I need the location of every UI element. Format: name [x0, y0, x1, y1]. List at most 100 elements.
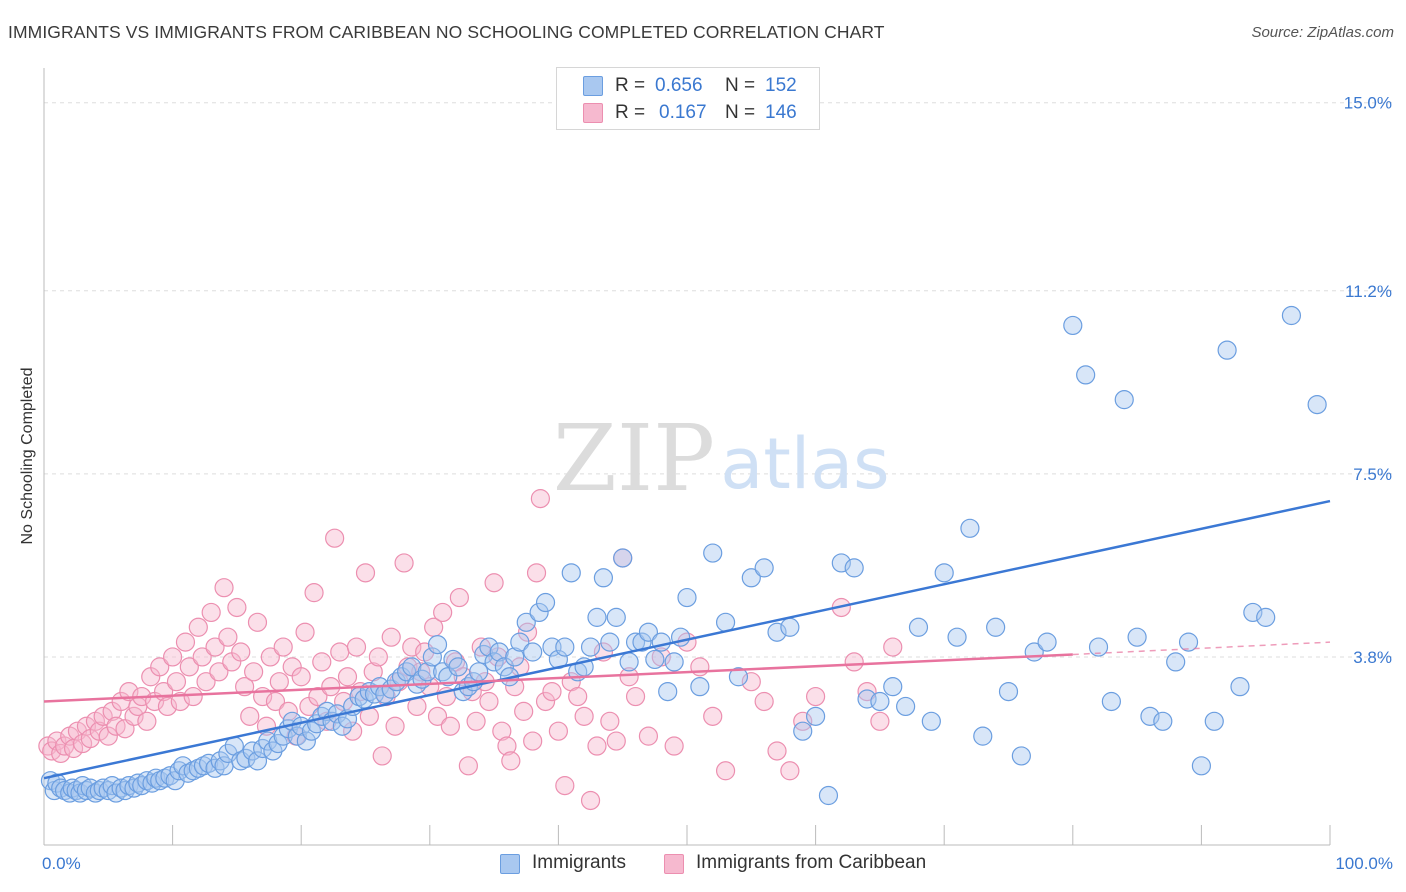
immigrants-point: [1204, 711, 1224, 731]
immigrants-point: [741, 568, 761, 588]
caribbean-point: [372, 746, 392, 766]
caribbean-point: [458, 756, 478, 776]
immigrants-point: [613, 548, 633, 568]
caribbean-point: [321, 677, 341, 697]
immigrants-point: [921, 711, 941, 731]
immigrants-point: [236, 748, 256, 769]
caribbean-point: [93, 706, 113, 726]
caribbean-point: [471, 637, 491, 657]
immigrants-point: [587, 607, 607, 627]
immigrants-point: [844, 558, 864, 578]
caribbean-point: [196, 672, 216, 692]
immigrants-point: [1037, 632, 1057, 652]
immigrants-point: [645, 649, 665, 670]
immigrants-point: [448, 657, 468, 677]
caribbean-point: [205, 637, 225, 657]
y-tick-label: 3.8%: [1353, 648, 1392, 667]
immigrants-point: [1101, 691, 1121, 712]
immigrants-point: [489, 642, 509, 662]
correlation-stats-box: R = 0.656 N = 152 R = 0.167 N = 146: [556, 67, 820, 130]
immigrants-point: [516, 612, 536, 632]
caribbean-point: [124, 706, 144, 726]
caribbean-point: [98, 726, 118, 746]
caribbean-point: [214, 578, 234, 598]
caribbean-point: [394, 553, 414, 573]
y-tick-label: 11.2%: [1345, 282, 1392, 301]
immigrants-point: [296, 731, 316, 751]
immigrants-point: [479, 637, 499, 657]
immigrants-point: [1011, 746, 1031, 766]
immigrants-point: [767, 622, 787, 642]
caribbean-point: [308, 686, 328, 707]
immigrants-point: [183, 761, 203, 781]
caribbean-point: [535, 691, 556, 712]
immigrants-point: [1243, 602, 1263, 623]
caribbean-point: [385, 716, 405, 736]
watermark: ZIP atlas: [553, 405, 890, 512]
caribbean-point: [741, 672, 761, 692]
caribbean-point: [157, 696, 178, 717]
caribbean-point: [466, 711, 486, 731]
caribbean-point: [137, 711, 157, 731]
caribbean-point: [517, 622, 538, 642]
caribbean-point: [664, 736, 684, 756]
legend-label: Immigrants: [532, 852, 626, 873]
immigrants-point: [561, 563, 581, 583]
caribbean-point: [844, 652, 864, 672]
immigrants-point: [638, 622, 659, 642]
trend-lines: [43, 499, 1331, 780]
n-label: N =: [725, 75, 756, 96]
immigrants-point: [908, 617, 929, 637]
immigrants-point: [523, 642, 543, 662]
caribbean-point: [244, 662, 264, 682]
caribbean-point: [304, 583, 324, 603]
immigrants-point: [805, 706, 826, 726]
caribbean-point: [209, 662, 229, 682]
caribbean-point: [260, 647, 280, 667]
immigrants-point: [1191, 756, 1212, 776]
caribbean-point: [150, 657, 170, 677]
caribbean-point: [580, 790, 601, 811]
caribbean-point: [523, 731, 543, 751]
caribbean-points: [38, 489, 903, 811]
caribbean-point: [526, 563, 547, 583]
immigrants-point: [417, 662, 437, 682]
immigrants-point: [690, 677, 710, 697]
immigrants-point: [484, 652, 504, 672]
immigrants-point: [1088, 637, 1109, 657]
immigrants-point: [247, 751, 268, 771]
immigrants-point: [535, 592, 556, 613]
immigrants-point: [1153, 711, 1173, 731]
immigrants-point: [1281, 305, 1302, 326]
caribbean-point: [501, 751, 521, 771]
caribbean-point: [690, 657, 710, 677]
immigrants-point: [1114, 390, 1134, 410]
caribbean-point: [574, 706, 594, 726]
immigrants-point: [469, 662, 489, 682]
immigrants-point: [494, 657, 514, 677]
immigrants-point: [658, 681, 678, 702]
caribbean-point: [805, 686, 826, 707]
watermark-zip: ZIP: [553, 405, 715, 512]
caribbean-point: [163, 647, 183, 667]
caribbean-point: [343, 721, 363, 741]
caribbean-point: [355, 563, 376, 583]
immigrants-point: [780, 617, 800, 637]
immigrants-point: [715, 612, 736, 632]
caribbean-point: [445, 652, 466, 672]
caribbean-trend-extension: [1072, 641, 1331, 656]
immigrants-point: [793, 721, 813, 741]
immigrants-point: [986, 617, 1006, 637]
immigrants-point: [818, 785, 839, 806]
immigrants-point: [664, 652, 684, 672]
legend-swatch-immigrants: [500, 854, 520, 874]
caribbean-point: [273, 637, 293, 657]
r-label: R =: [615, 75, 646, 96]
caribbean-point: [295, 622, 315, 642]
caribbean-point: [530, 489, 550, 509]
tick-labels: 3.8% 7.5% 11.2% 15.0% 0.0% 100.0%: [42, 94, 1393, 873]
immigrants-point: [1217, 340, 1237, 360]
immigrants-point: [1127, 627, 1147, 647]
immigrants-swatch: [583, 76, 603, 96]
caribbean-point: [619, 667, 639, 687]
